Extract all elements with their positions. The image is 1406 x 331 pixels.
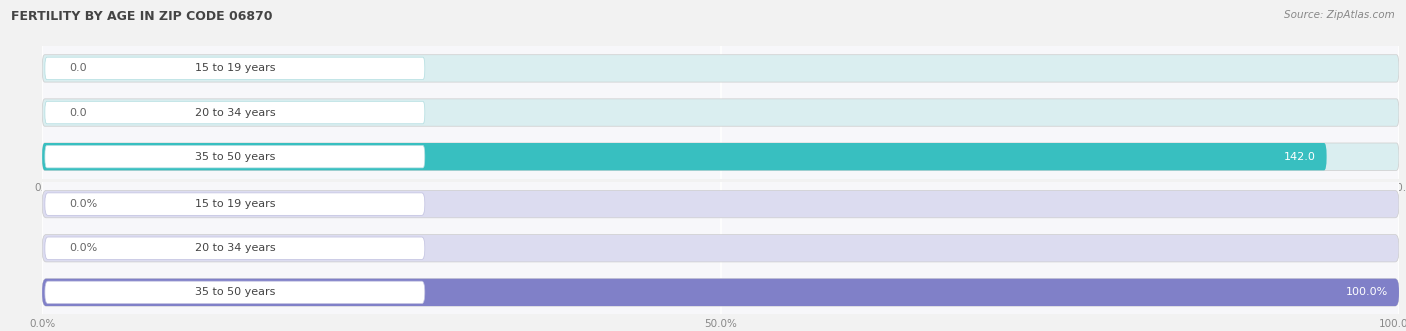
- FancyBboxPatch shape: [42, 279, 1399, 306]
- FancyBboxPatch shape: [42, 143, 1399, 170]
- Text: 0.0: 0.0: [69, 108, 87, 118]
- FancyBboxPatch shape: [45, 101, 425, 124]
- FancyBboxPatch shape: [42, 190, 1399, 218]
- FancyBboxPatch shape: [45, 281, 425, 304]
- FancyBboxPatch shape: [45, 57, 425, 80]
- FancyBboxPatch shape: [45, 237, 425, 260]
- Text: 35 to 50 years: 35 to 50 years: [194, 152, 276, 162]
- Text: 20 to 34 years: 20 to 34 years: [194, 108, 276, 118]
- Text: 0.0%: 0.0%: [69, 243, 97, 253]
- Text: 15 to 19 years: 15 to 19 years: [194, 64, 276, 73]
- Text: 15 to 19 years: 15 to 19 years: [194, 199, 276, 209]
- FancyBboxPatch shape: [45, 145, 425, 168]
- Text: 35 to 50 years: 35 to 50 years: [194, 287, 276, 297]
- Text: 100.0%: 100.0%: [1346, 287, 1388, 297]
- Text: Source: ZipAtlas.com: Source: ZipAtlas.com: [1284, 10, 1395, 20]
- FancyBboxPatch shape: [42, 143, 1327, 170]
- Text: 20 to 34 years: 20 to 34 years: [194, 243, 276, 253]
- Text: 0.0: 0.0: [69, 64, 87, 73]
- FancyBboxPatch shape: [45, 193, 425, 215]
- FancyBboxPatch shape: [42, 279, 1399, 306]
- Text: 0.0%: 0.0%: [69, 199, 97, 209]
- FancyBboxPatch shape: [42, 235, 1399, 262]
- FancyBboxPatch shape: [42, 99, 1399, 126]
- FancyBboxPatch shape: [42, 55, 1399, 82]
- Text: FERTILITY BY AGE IN ZIP CODE 06870: FERTILITY BY AGE IN ZIP CODE 06870: [11, 10, 273, 23]
- Text: 142.0: 142.0: [1284, 152, 1316, 162]
